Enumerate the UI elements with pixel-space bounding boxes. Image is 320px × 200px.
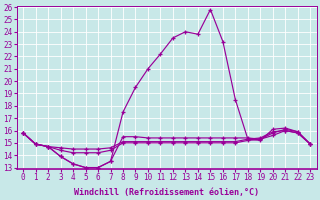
- X-axis label: Windchill (Refroidissement éolien,°C): Windchill (Refroidissement éolien,°C): [74, 188, 259, 197]
